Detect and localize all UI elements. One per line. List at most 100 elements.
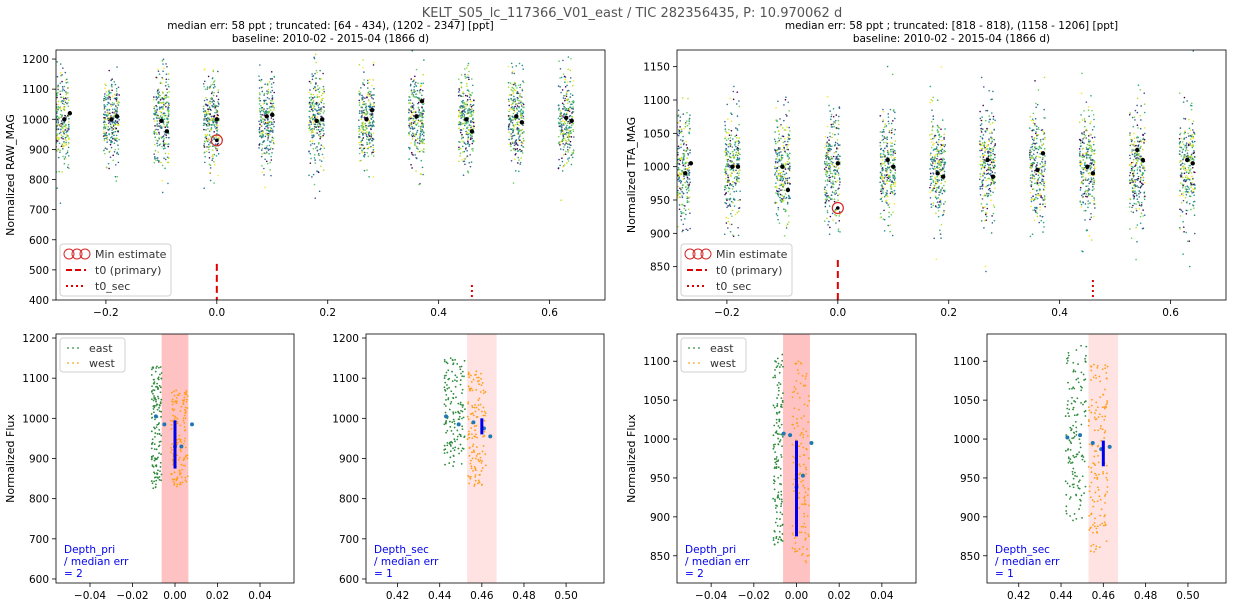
depth-note: Depth_sec <box>374 544 429 556</box>
depth-note: = 2 <box>685 568 704 580</box>
y-tick-label: 700 <box>29 534 49 546</box>
y-tick-label: 900 <box>960 512 980 524</box>
legend-label: t0 (primary) <box>95 264 161 277</box>
plot-area <box>772 334 814 583</box>
binned-point <box>469 129 475 134</box>
y-tick-label: 1050 <box>953 395 980 407</box>
y-tick-label: 400 <box>29 295 49 307</box>
binned-point <box>1085 164 1090 169</box>
binned-point <box>162 422 167 427</box>
legend-label: t0_sec <box>95 280 130 293</box>
binned-point <box>67 111 73 116</box>
y-tick-label: 1200 <box>22 54 49 66</box>
y-tick-label: 1150 <box>643 62 670 74</box>
panel-subtitle: baseline: 2010-02 - 2015-04 (1866 d) <box>853 33 1050 45</box>
data-cluster <box>358 59 376 178</box>
y-tick-label: 900 <box>339 454 359 466</box>
west-points <box>1087 363 1109 553</box>
y-axis-label: Normalized Flux <box>625 414 638 503</box>
depth-note: / median err <box>685 556 750 568</box>
y-tick-label: 1100 <box>643 95 670 107</box>
y-tick-label: 1000 <box>332 413 359 425</box>
binned-point <box>471 420 476 425</box>
binned-point <box>985 157 990 163</box>
binned-point <box>569 118 574 123</box>
depth-note: / median err <box>64 556 129 568</box>
binned-point <box>809 440 814 445</box>
x-tick-label: 0.02 <box>206 590 229 602</box>
binned-point <box>785 187 791 193</box>
data-cluster <box>258 64 276 189</box>
depth-note: Depth_pri <box>685 544 736 556</box>
west-points <box>791 360 811 564</box>
y-tick-label: 950 <box>960 473 980 485</box>
x-tick-label: −0.02 <box>738 590 770 602</box>
legend-label: west <box>89 357 115 370</box>
x-tick-label: 0.6 <box>1162 307 1179 319</box>
panel-raw_secondary_zoom: Depth_sec / median err = 1 0.42 0.44 0.46 0.… <box>332 333 605 602</box>
x-tick-label: 0.00 <box>163 590 186 602</box>
binned-point <box>62 117 67 122</box>
data-cluster <box>1078 72 1096 253</box>
legend-label: t0 (primary) <box>716 264 782 277</box>
y-tick-label: 1100 <box>332 373 359 385</box>
data-cluster <box>677 97 692 268</box>
legend-top: Min estimate t0 (primary) t0_sec <box>680 243 793 297</box>
data-cluster <box>308 53 326 199</box>
data-cluster <box>557 56 575 202</box>
data-cluster <box>152 58 170 194</box>
binned-point <box>885 157 890 163</box>
x-tick-label: −0.02 <box>116 590 148 602</box>
x-tick-label: 0.50 <box>554 590 577 602</box>
binned-point <box>214 117 220 122</box>
y-tick-label: 1000 <box>953 434 980 446</box>
y-tick-label: 900 <box>650 228 670 240</box>
east-points <box>1064 344 1088 522</box>
x-tick-label: 0.02 <box>827 590 850 602</box>
y-tick-label: 1000 <box>643 162 670 174</box>
binned-point <box>264 114 269 119</box>
binned-point <box>444 414 449 419</box>
legend-label: t0_sec <box>716 280 751 293</box>
y-tick-label: 800 <box>339 494 359 506</box>
binned-point <box>270 112 275 117</box>
axes-frame <box>55 49 606 301</box>
binned-point <box>1040 151 1046 156</box>
binned-point <box>1184 157 1190 163</box>
binned-point <box>688 161 694 166</box>
y-tick-label: 950 <box>650 195 670 207</box>
data-cluster <box>56 61 70 204</box>
binned-point <box>780 164 785 169</box>
legend-label: east <box>89 342 113 355</box>
y-tick-label: 1200 <box>22 333 49 345</box>
x-tick-label: 0.44 <box>1049 590 1073 602</box>
binned-point <box>314 118 319 123</box>
depth-note: = 2 <box>64 568 83 580</box>
plot-area <box>56 50 575 300</box>
east-points <box>443 357 466 467</box>
binned-point <box>935 171 940 176</box>
y-tick-label: 1100 <box>22 373 49 385</box>
y-tick-label: 800 <box>29 175 49 187</box>
y-tick-label: 1100 <box>643 356 670 368</box>
binned-point <box>1090 440 1095 445</box>
binned-point <box>159 118 164 123</box>
x-tick-label: 0.6 <box>541 307 558 319</box>
binned-point <box>940 174 946 179</box>
binned-point <box>153 414 158 419</box>
binned-point <box>414 114 419 119</box>
y-tick-label: 1000 <box>22 413 49 425</box>
x-tick-label: 0.2 <box>319 307 336 319</box>
panel-raw_primary_zoom: Depth_pri / median err = 2 east west −0.04−… <box>4 333 295 602</box>
x-tick-label: −0.2 <box>714 307 740 319</box>
binned-point <box>781 431 786 436</box>
binned-point <box>519 120 525 125</box>
binned-point <box>835 161 841 166</box>
data-cluster <box>879 65 897 237</box>
binned-point <box>563 115 569 120</box>
x-tick-label: 0.42 <box>386 590 409 602</box>
binned-point <box>800 473 805 478</box>
x-tick-label: 0.0 <box>208 307 225 319</box>
plot-area <box>677 50 1196 300</box>
